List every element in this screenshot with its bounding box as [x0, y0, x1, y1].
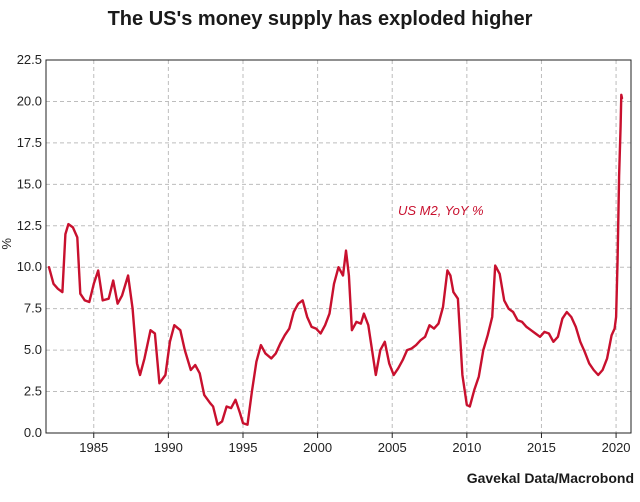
y-tick-label: 20.0 — [17, 93, 42, 108]
y-tick-label: 7.5 — [24, 301, 42, 316]
y-axis-label: % — [0, 238, 14, 250]
x-tick-label: 1990 — [154, 440, 183, 455]
y-tick-label: 2.5 — [24, 384, 42, 399]
x-tick-label: 2010 — [452, 440, 481, 455]
ticks-layer: 0.0 2.5 5.0 7.5 10.0 12.5 15.0 17.5 20.0 22.5 1985… — [17, 52, 631, 455]
chart-title: The US's money supply has exploded highe… — [107, 8, 533, 30]
x-tick-label: 2015 — [527, 440, 556, 455]
series-layer — [47, 93, 624, 426]
plot-frame — [45, 59, 632, 434]
grid-layer — [46, 59, 631, 433]
y-tick-label: 17.5 — [17, 135, 42, 150]
x-tick-label: 2000 — [303, 440, 332, 455]
x-tick-label: 1995 — [229, 440, 258, 455]
y-tick-label: 0.0 — [24, 425, 42, 440]
y-tick-label: 10.0 — [17, 259, 42, 274]
y-tick-label: 12.5 — [17, 218, 42, 233]
series-label: US M2, YoY % — [398, 203, 484, 218]
series-line-0 — [47, 93, 624, 426]
source-label: Gavekal Data/Macrobond — [466, 470, 634, 486]
x-tick-label: 2020 — [602, 440, 631, 455]
x-tick-label: 1985 — [79, 440, 108, 455]
x-tick-label: 2005 — [378, 440, 407, 455]
y-tick-label: 15.0 — [17, 176, 42, 191]
y-tick-label: 5.0 — [24, 342, 42, 357]
y-tick-label: 22.5 — [17, 52, 42, 67]
